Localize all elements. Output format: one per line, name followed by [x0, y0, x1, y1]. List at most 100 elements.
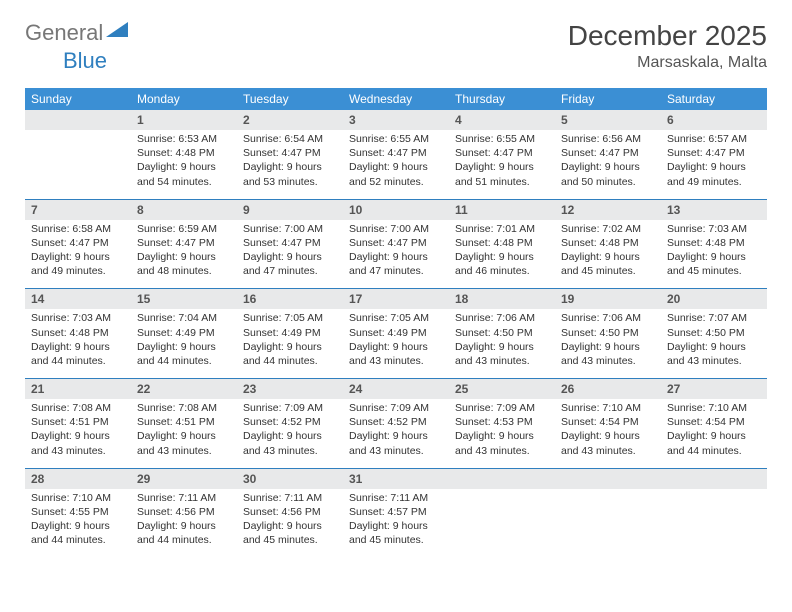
sunrise: Sunrise: 7:05 AM: [349, 312, 429, 324]
daylight: Daylight: 9 hours and 44 minutes.: [137, 520, 216, 546]
day-number: 9: [237, 199, 343, 220]
daylight: Daylight: 9 hours and 43 minutes.: [455, 341, 534, 367]
day-number: 21: [25, 379, 131, 400]
sunrise: Sunrise: 6:55 AM: [349, 133, 429, 145]
day-cell: [555, 489, 661, 558]
sunset: Sunset: 4:47 PM: [561, 147, 639, 159]
daylight: Daylight: 9 hours and 46 minutes.: [455, 251, 534, 277]
sunrise: Sunrise: 7:10 AM: [31, 492, 111, 504]
location-label: Marsaskala, Malta: [568, 54, 767, 72]
dow-wed: Wednesday: [343, 88, 449, 110]
day-number: [25, 110, 131, 130]
week-info: Sunrise: 7:03 AMSunset: 4:48 PMDaylight:…: [25, 309, 767, 378]
sunset: Sunset: 4:49 PM: [137, 327, 215, 339]
sunset: Sunset: 4:56 PM: [137, 506, 215, 518]
sunset: Sunset: 4:47 PM: [137, 237, 215, 249]
logo-text-1: General: [25, 20, 103, 46]
daylight: Daylight: 9 hours and 54 minutes.: [137, 161, 216, 187]
daylight: Daylight: 9 hours and 43 minutes.: [561, 341, 640, 367]
day-cell: Sunrise: 7:05 AMSunset: 4:49 PMDaylight:…: [237, 309, 343, 378]
sunrise: Sunrise: 6:59 AM: [137, 223, 217, 235]
week-nums: 21222324252627: [25, 379, 767, 400]
daylight: Daylight: 9 hours and 45 minutes.: [667, 251, 746, 277]
dow-sat: Saturday: [661, 88, 767, 110]
month-title: December 2025: [568, 20, 767, 52]
sunset: Sunset: 4:54 PM: [561, 416, 639, 428]
sunset: Sunset: 4:47 PM: [455, 147, 533, 159]
sunset: Sunset: 4:51 PM: [137, 416, 215, 428]
day-number: 1: [131, 110, 237, 130]
dow-fri: Friday: [555, 88, 661, 110]
sunrise: Sunrise: 7:08 AM: [137, 402, 217, 414]
daylight: Daylight: 9 hours and 43 minutes.: [667, 341, 746, 367]
sunset: Sunset: 4:52 PM: [349, 416, 427, 428]
sunrise: Sunrise: 6:57 AM: [667, 133, 747, 145]
day-cell: Sunrise: 7:04 AMSunset: 4:49 PMDaylight:…: [131, 309, 237, 378]
day-number: [555, 468, 661, 489]
sunrise: Sunrise: 7:09 AM: [243, 402, 323, 414]
day-number: 25: [449, 379, 555, 400]
sunrise: Sunrise: 7:09 AM: [455, 402, 535, 414]
day-cell: Sunrise: 6:53 AMSunset: 4:48 PMDaylight:…: [131, 130, 237, 199]
sunset: Sunset: 4:47 PM: [349, 147, 427, 159]
day-cell: Sunrise: 7:02 AMSunset: 4:48 PMDaylight:…: [555, 220, 661, 289]
sunset: Sunset: 4:53 PM: [455, 416, 533, 428]
sunrise: Sunrise: 6:58 AM: [31, 223, 111, 235]
sunrise: Sunrise: 7:11 AM: [243, 492, 322, 504]
day-number: 20: [661, 289, 767, 310]
day-cell: Sunrise: 6:57 AMSunset: 4:47 PMDaylight:…: [661, 130, 767, 199]
daylight: Daylight: 9 hours and 44 minutes.: [137, 341, 216, 367]
day-cell: Sunrise: 7:03 AMSunset: 4:48 PMDaylight:…: [25, 309, 131, 378]
sunset: Sunset: 4:51 PM: [31, 416, 109, 428]
daylight: Daylight: 9 hours and 52 minutes.: [349, 161, 428, 187]
day-cell: Sunrise: 6:58 AMSunset: 4:47 PMDaylight:…: [25, 220, 131, 289]
daylight: Daylight: 9 hours and 43 minutes.: [243, 430, 322, 456]
day-cell: Sunrise: 6:59 AMSunset: 4:47 PMDaylight:…: [131, 220, 237, 289]
logo-text-2: Blue: [63, 48, 107, 73]
sunrise: Sunrise: 7:06 AM: [455, 312, 535, 324]
day-cell: Sunrise: 7:09 AMSunset: 4:53 PMDaylight:…: [449, 399, 555, 468]
sunrise: Sunrise: 7:10 AM: [561, 402, 641, 414]
dow-thu: Thursday: [449, 88, 555, 110]
daylight: Daylight: 9 hours and 47 minutes.: [349, 251, 428, 277]
day-cell: Sunrise: 7:09 AMSunset: 4:52 PMDaylight:…: [343, 399, 449, 468]
day-number: 30: [237, 468, 343, 489]
day-cell: Sunrise: 7:11 AMSunset: 4:56 PMDaylight:…: [237, 489, 343, 558]
daylight: Daylight: 9 hours and 44 minutes.: [243, 341, 322, 367]
day-cell: Sunrise: 7:06 AMSunset: 4:50 PMDaylight:…: [449, 309, 555, 378]
day-number: 14: [25, 289, 131, 310]
day-cell: Sunrise: 7:00 AMSunset: 4:47 PMDaylight:…: [237, 220, 343, 289]
day-cell: Sunrise: 7:05 AMSunset: 4:49 PMDaylight:…: [343, 309, 449, 378]
day-cell: Sunrise: 6:55 AMSunset: 4:47 PMDaylight:…: [449, 130, 555, 199]
day-cell: Sunrise: 7:06 AMSunset: 4:50 PMDaylight:…: [555, 309, 661, 378]
daylight: Daylight: 9 hours and 43 minutes.: [137, 430, 216, 456]
sunrise: Sunrise: 7:10 AM: [667, 402, 747, 414]
day-cell: Sunrise: 7:07 AMSunset: 4:50 PMDaylight:…: [661, 309, 767, 378]
day-number: 7: [25, 199, 131, 220]
sunset: Sunset: 4:49 PM: [243, 327, 321, 339]
sunrise: Sunrise: 7:11 AM: [349, 492, 428, 504]
sunset: Sunset: 4:48 PM: [455, 237, 533, 249]
logo: General: [25, 20, 129, 46]
sunset: Sunset: 4:47 PM: [667, 147, 745, 159]
day-number: 5: [555, 110, 661, 130]
daylight: Daylight: 9 hours and 44 minutes.: [667, 430, 746, 456]
sunrise: Sunrise: 7:09 AM: [349, 402, 429, 414]
day-cell: Sunrise: 7:11 AMSunset: 4:56 PMDaylight:…: [131, 489, 237, 558]
sunset: Sunset: 4:50 PM: [667, 327, 745, 339]
title-block: December 2025 Marsaskala, Malta: [568, 20, 767, 72]
week-nums: 14151617181920: [25, 289, 767, 310]
week-info: Sunrise: 6:58 AM Sunset: 4:47 PM Daylight:…: [25, 220, 767, 289]
sunset: Sunset: 4:55 PM: [31, 506, 109, 518]
sunrise: Sunrise: 6:53 AM: [137, 133, 217, 145]
day-number: 22: [131, 379, 237, 400]
sunrise: Sunrise: 7:00 AM: [349, 223, 429, 235]
day-number: 11: [449, 199, 555, 220]
week-info: Sunrise: 7:08 AM Sunset: 4:51 PM Daylight:…: [25, 399, 767, 468]
day-number: 19: [555, 289, 661, 310]
sunset: Sunset: 4:47 PM: [31, 237, 109, 249]
day-cell: Sunrise: 7:00 AMSunset: 4:47 PMDaylight:…: [343, 220, 449, 289]
daylight: Daylight: 9 hours and 45 minutes.: [349, 520, 428, 546]
week-nums: 28293031: [25, 468, 767, 489]
day-cell: Sunrise: 6:56 AMSunset: 4:47 PMDaylight:…: [555, 130, 661, 199]
